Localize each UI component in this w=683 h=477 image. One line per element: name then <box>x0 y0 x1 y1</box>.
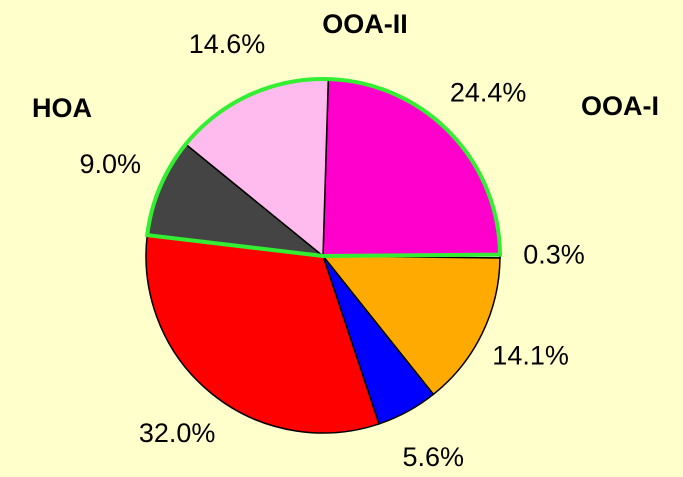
value-label: 32.0% <box>139 418 216 448</box>
value-label: 5.6% <box>403 442 465 472</box>
value-label: 14.6% <box>189 29 266 59</box>
pie-slice <box>321 255 501 396</box>
value-label: 9.0% <box>80 149 142 179</box>
value-label: 14.1% <box>492 340 569 370</box>
slice-name: OOA-I <box>581 91 659 121</box>
value-label: 0.3% <box>523 240 585 270</box>
highlight-outline <box>145 77 503 259</box>
value-label: 24.4% <box>450 78 527 108</box>
slice-name: HOA <box>32 93 92 123</box>
pie-slice <box>145 234 380 434</box>
slice-name: OOA-II <box>322 9 408 39</box>
